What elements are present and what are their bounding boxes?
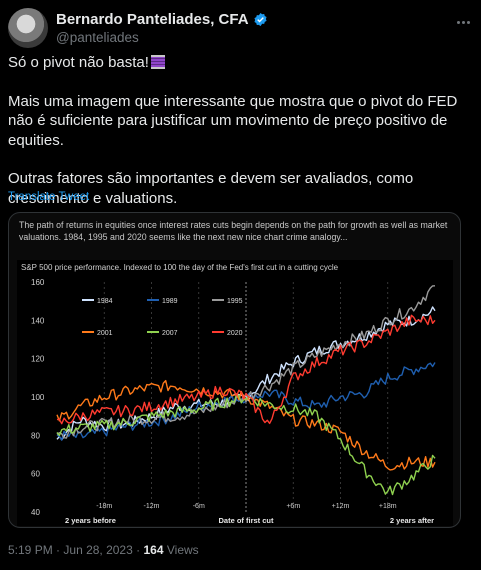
legend-label-1995: 1995 [227, 298, 243, 305]
x-edge-label: 2 years after [390, 516, 434, 525]
series-line-2007 [56, 393, 436, 496]
y-tick-label: 160 [31, 278, 45, 287]
tweet-meta: 5:19 PM · Jun 28, 2023 · 164 Views [8, 543, 199, 557]
x-tick-label: +12m [332, 503, 350, 510]
tweet-line-3: Outras fatores são importantes e devem s… [8, 170, 414, 207]
user-handle[interactable]: @panteliades [56, 30, 139, 45]
meta-separator-2: · [136, 543, 141, 557]
x-tick-label: -6m [193, 503, 205, 510]
legend-label-1989: 1989 [162, 298, 178, 305]
translate-tweet-link[interactable]: Translate Tweet [8, 191, 90, 203]
image-caption: The path of returns in equities once int… [19, 220, 448, 242]
tweet-line-2: Mais uma imagem que interessante que mos… [8, 92, 458, 149]
tweet-header: Bernardo Panteliades, CFA @panteliades [8, 8, 473, 48]
x-edge-label: 2 years before [65, 516, 116, 525]
tweet-date[interactable]: Jun 28, 2023 [63, 543, 133, 557]
author-row: Bernardo Panteliades, CFA [56, 11, 268, 28]
series-line-2020 [56, 314, 436, 425]
legend-label-2001: 2001 [97, 330, 113, 337]
y-tick-label: 100 [31, 393, 45, 402]
tweet-media-image[interactable]: The path of returns in equities once int… [8, 212, 461, 528]
legend-label-2020: 2020 [227, 330, 243, 337]
more-options-icon[interactable] [453, 12, 473, 32]
verified-badge-icon [254, 12, 267, 27]
x-tick-label: +6m [286, 503, 300, 510]
tweet-line-1: Só o pivot não basta! [8, 54, 149, 71]
y-tick-label: 120 [31, 355, 45, 364]
x-edge-label: Date of first cut [218, 516, 274, 525]
views-count: 164 [143, 543, 164, 557]
views-label: Views [166, 543, 199, 557]
meta-separator: · [56, 543, 61, 557]
tweet-time[interactable]: 5:19 PM [8, 543, 53, 557]
chart-title: S&P 500 price performance. Indexed to 10… [21, 263, 339, 272]
legend-label-2007: 2007 [162, 330, 178, 337]
tweet-text: Só o pivot não basta! Mais uma imagem qu… [8, 53, 473, 227]
thread-spool-icon [150, 55, 165, 69]
y-tick-label: 80 [31, 431, 40, 440]
y-tick-label: 60 [31, 470, 40, 479]
y-tick-label: 140 [31, 316, 45, 325]
x-tick-label: -12m [144, 503, 160, 510]
x-tick-label: -18m [96, 503, 112, 510]
x-tick-label: +18m [379, 503, 397, 510]
legend-label-1984: 1984 [97, 298, 113, 305]
chart-panel: S&P 500 price performance. Indexed to 10… [17, 260, 453, 526]
display-name[interactable]: Bernardo Panteliades, CFA [56, 11, 249, 28]
sp500-line-chart: 160 140 120 100 80 60 40 -18m -12m -6m +6m +12m +18m… [31, 278, 436, 525]
y-tick-label: 40 [31, 508, 40, 517]
avatar[interactable] [8, 8, 48, 48]
